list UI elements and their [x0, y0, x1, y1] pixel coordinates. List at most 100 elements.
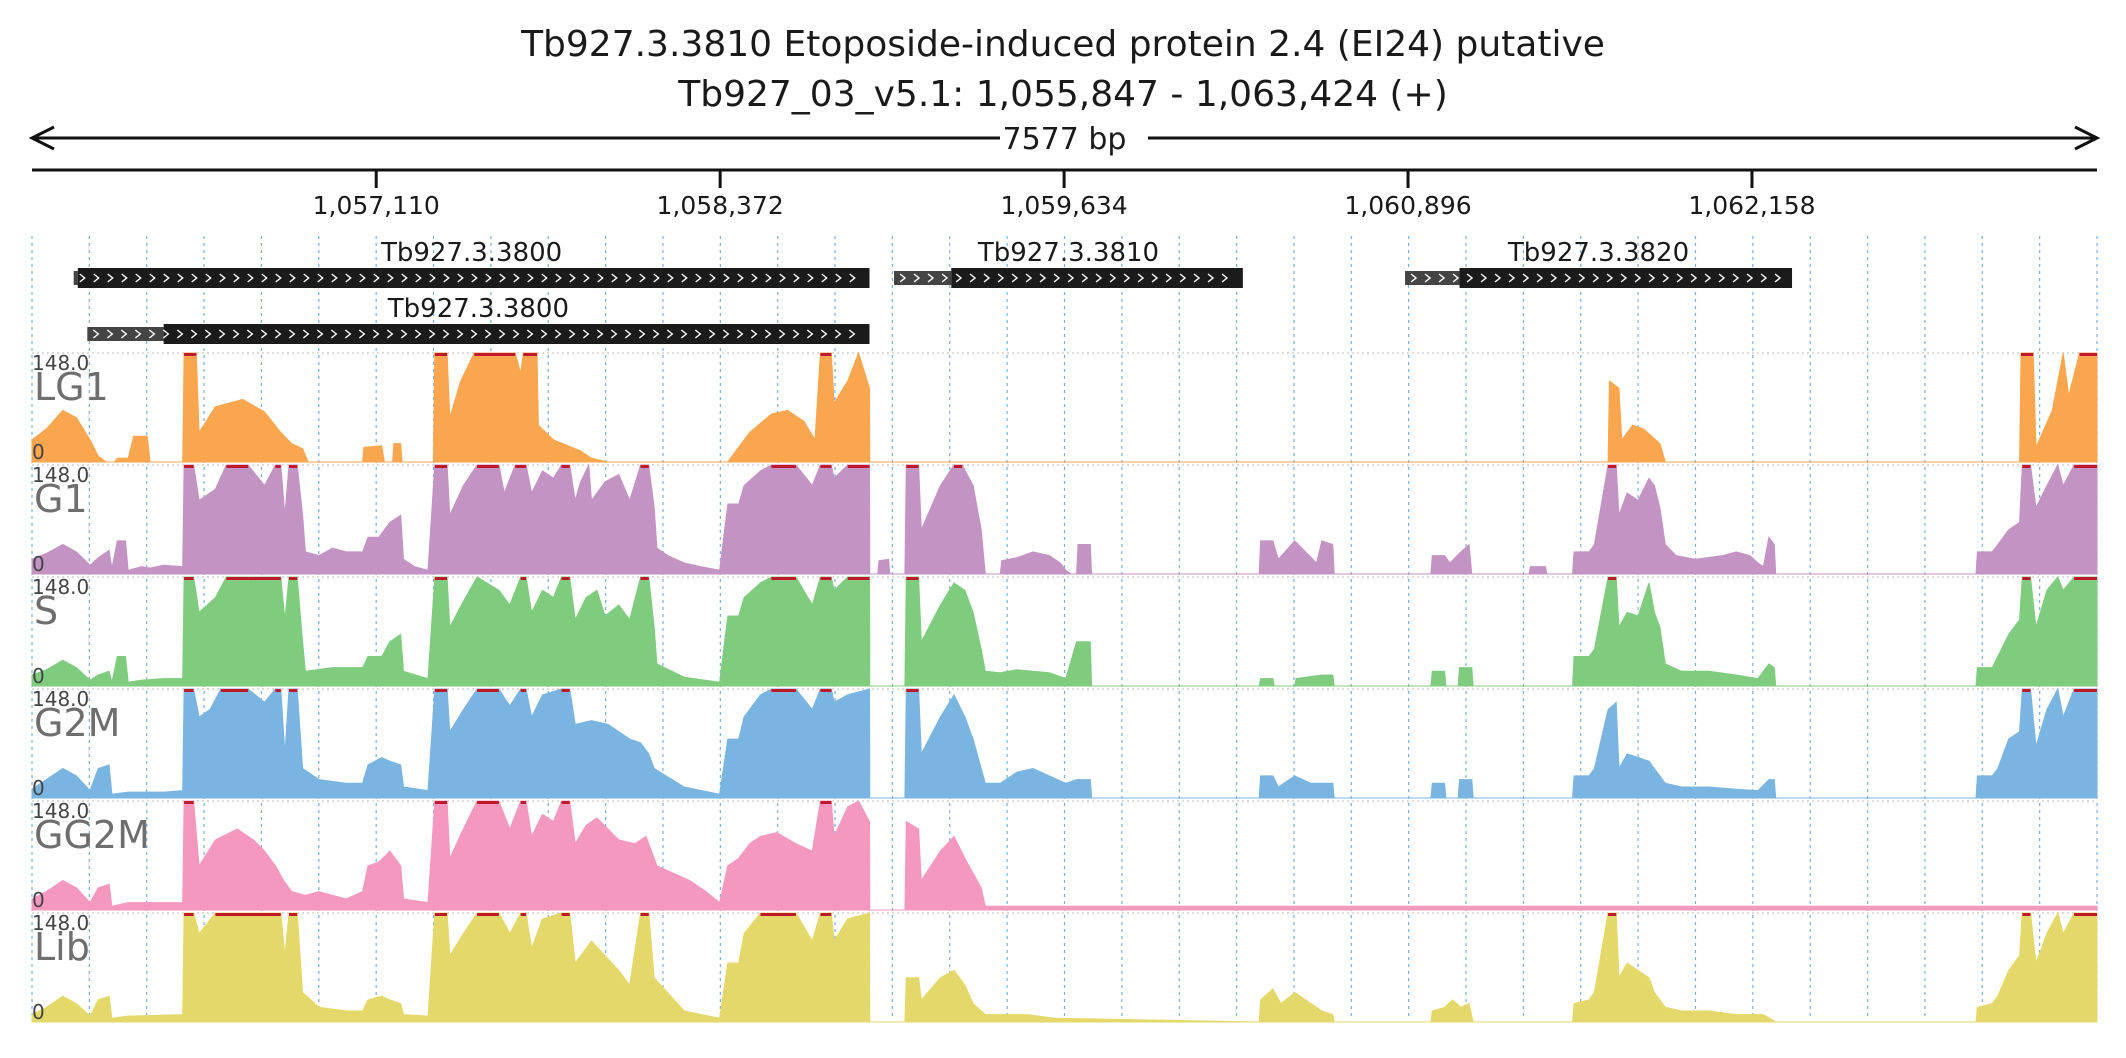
strand-arrow — [120, 329, 128, 339]
gene-cds — [951, 268, 1243, 288]
span-arrow-left — [28, 125, 55, 151]
strand-arrow — [512, 329, 520, 339]
strand-arrow — [555, 273, 562, 283]
track-scale-max: 148.0 — [32, 463, 89, 487]
strand-arrow — [302, 329, 310, 339]
strand-arrow — [610, 329, 618, 339]
gene-model: Tb927.3.3810 — [894, 238, 1243, 288]
strand-arrow — [316, 329, 324, 339]
gene-label: Tb927.3.3820 — [1507, 238, 1689, 268]
strand-arrow — [457, 273, 464, 283]
strand-arrow — [204, 329, 212, 339]
strand-arrow — [1011, 273, 1019, 283]
strand-arrow — [835, 273, 842, 283]
strand-arrow — [1095, 273, 1103, 283]
strand-arrow — [997, 273, 1005, 283]
strand-arrow — [456, 329, 464, 339]
strand-arrow — [470, 329, 478, 339]
strand-arrow — [821, 273, 828, 283]
span-arrow-right — [2074, 125, 2101, 151]
strand-arrow — [163, 273, 170, 283]
strand-arrow — [624, 329, 632, 339]
strand-arrow — [736, 329, 744, 339]
strand-arrow — [969, 273, 977, 283]
strand-arrow — [429, 273, 436, 283]
strand-arrow — [1634, 273, 1642, 283]
strand-arrow — [428, 329, 436, 339]
strand-arrow — [1732, 273, 1740, 283]
strand-arrow — [372, 329, 380, 339]
strand-arrow — [274, 329, 282, 339]
strand-arrow — [1123, 273, 1131, 283]
strand-arrow — [1137, 273, 1145, 283]
gene-cds — [77, 268, 870, 288]
strand-arrow — [1480, 273, 1488, 283]
gene-label: Tb927.3.3810 — [977, 238, 1159, 268]
strand-arrow — [1746, 273, 1754, 283]
strand-arrow — [652, 329, 660, 339]
track-scale-min: 0 — [32, 888, 45, 912]
strand-arrow — [1606, 273, 1614, 283]
strand-arrow — [1221, 273, 1229, 283]
strand-arrow — [596, 329, 604, 339]
strand-arrow — [387, 273, 394, 283]
strand-arrow — [106, 329, 114, 339]
strand-arrow — [1452, 273, 1460, 283]
strand-arrow — [695, 273, 702, 283]
strand-arrow — [1067, 273, 1075, 283]
strand-arrow — [79, 273, 86, 283]
strand-arrow — [737, 273, 744, 283]
strand-arrow — [1466, 273, 1474, 283]
strand-arrow — [1690, 273, 1698, 283]
strand-arrow — [414, 329, 422, 339]
strand-arrow — [1704, 273, 1712, 283]
strand-arrow — [1578, 273, 1586, 283]
strand-arrow — [246, 329, 254, 339]
strand-arrow — [849, 273, 856, 283]
strand-arrow — [1424, 273, 1432, 283]
strand-arrow — [568, 329, 576, 339]
strand-arrow — [1536, 273, 1544, 283]
strand-arrow — [1151, 273, 1159, 283]
strand-arrow — [779, 273, 786, 283]
strand-arrow — [288, 329, 296, 339]
strand-arrow — [1494, 273, 1502, 283]
ruler-tick-label: 1,057,110 — [313, 191, 440, 220]
gene-cds — [163, 324, 870, 344]
strand-arrow — [303, 273, 310, 283]
track-scale-min: 0 — [32, 1000, 45, 1024]
track-scale-min: 0 — [32, 552, 45, 576]
strand-arrow — [582, 329, 590, 339]
strand-arrow — [1662, 273, 1670, 283]
strand-arrow — [1165, 273, 1173, 283]
strand-arrow — [162, 329, 170, 339]
chart-title: Tb927.3.3810 Etoposide-induced protein 2… — [521, 24, 1605, 65]
strand-arrow — [899, 273, 907, 283]
strand-arrow — [793, 273, 800, 283]
strand-arrow — [93, 273, 100, 283]
strand-arrow — [135, 273, 142, 283]
strand-arrow — [834, 329, 842, 339]
ruler-tick-label: 1,062,158 — [1688, 191, 1815, 220]
track-scale-max: 148.0 — [32, 911, 89, 935]
strand-arrow — [1774, 273, 1782, 283]
track-scale-max: 148.0 — [32, 687, 89, 711]
strand-arrow — [540, 329, 548, 339]
strand-arrow — [344, 329, 352, 339]
strand-arrow — [471, 273, 478, 283]
strand-arrow — [1109, 273, 1117, 283]
strand-arrow — [317, 273, 324, 283]
strand-arrow — [708, 329, 716, 339]
strand-arrow — [955, 273, 963, 283]
strand-arrow — [92, 329, 100, 339]
strand-arrow — [176, 329, 184, 339]
track-scale-max: 148.0 — [32, 799, 89, 823]
strand-arrow — [806, 329, 814, 339]
strand-arrow — [694, 329, 702, 339]
chart-subtitle: Tb927_03_v5.1: 1,055,847 - 1,063,424 (+) — [678, 74, 1448, 115]
